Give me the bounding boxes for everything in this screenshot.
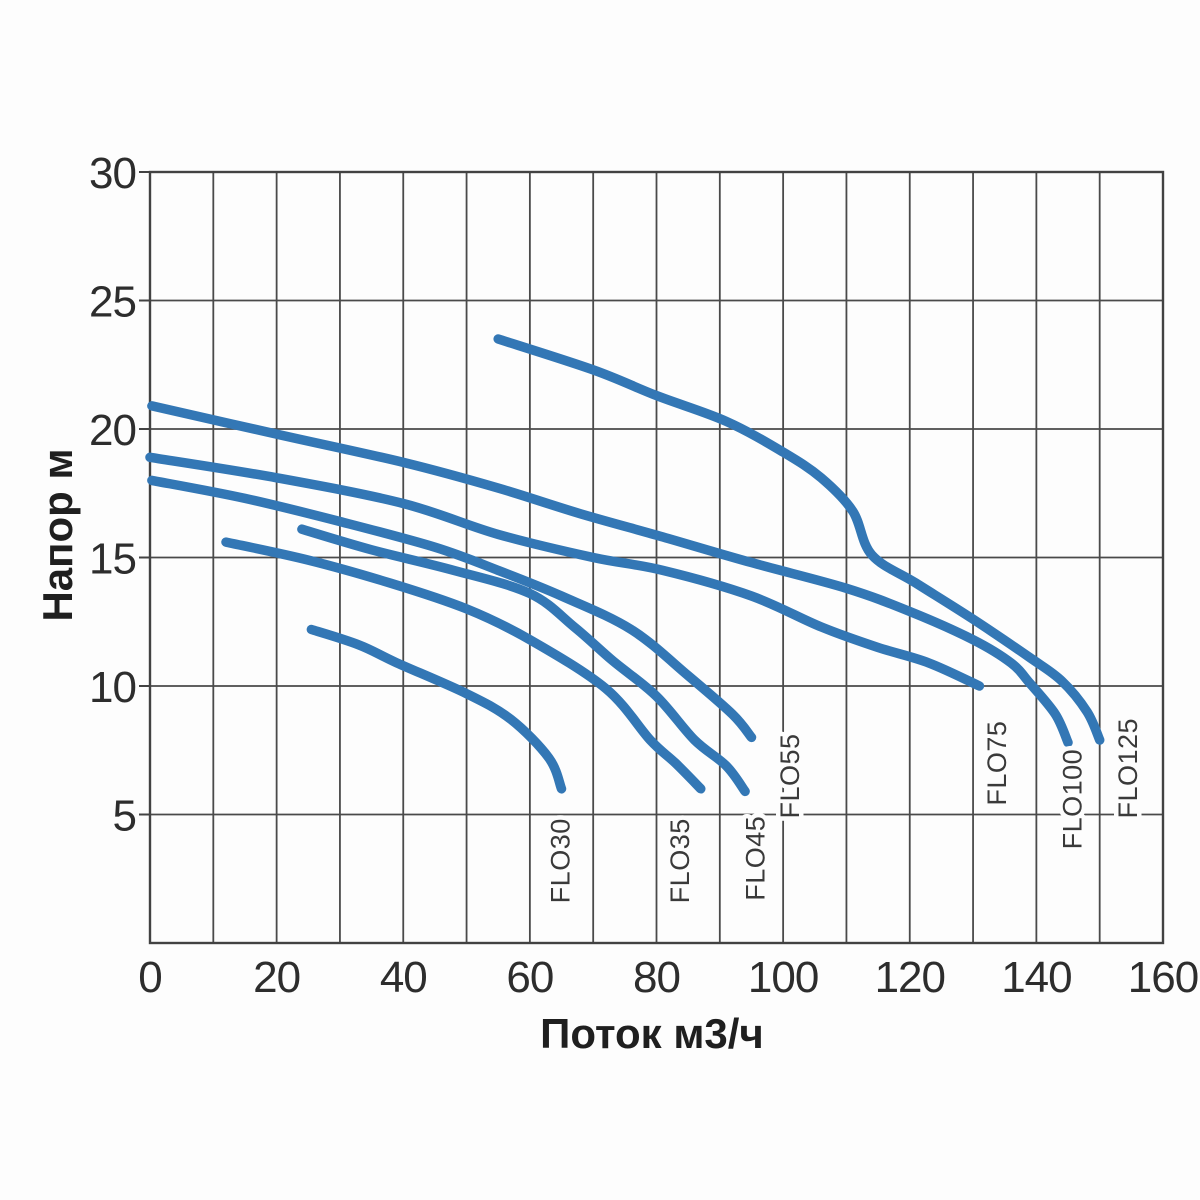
x-tick-label-60: 60 — [506, 953, 553, 1002]
y-tick-label-20: 20 — [89, 406, 136, 455]
x-tick-label-40: 40 — [380, 953, 427, 1002]
x-tick-label-140: 140 — [1001, 953, 1071, 1002]
y-tick-label-30: 30 — [89, 149, 136, 198]
x-tick-label-0: 0 — [138, 953, 161, 1002]
y-tick-label-25: 25 — [89, 278, 136, 327]
x-tick-label-120: 120 — [875, 953, 945, 1002]
curve-label-flo75: FLO75 — [982, 721, 1012, 806]
tick-marks — [139, 171, 150, 816]
x-tick-label-80: 80 — [633, 953, 680, 1002]
curve-flo45 — [297, 524, 750, 797]
x-tick-label-160: 160 — [1128, 953, 1198, 1002]
curve-label-flo30: FLO30 — [545, 818, 575, 903]
x-tick-label-100: 100 — [748, 953, 818, 1002]
curve-label-flo125: FLO125 — [1113, 718, 1143, 819]
curve-label-flo45: FLO45 — [740, 816, 770, 901]
curve-flo100 — [147, 401, 1073, 748]
curves — [145, 334, 1105, 797]
grid — [150, 172, 1163, 943]
y-tick-label-10: 10 — [89, 663, 136, 712]
x-axis-tick-labels: 0 20 40 60 80 100 120 140 160 — [138, 953, 1199, 1002]
x-axis-title: Поток м3/ч — [540, 1010, 764, 1057]
curve-flo55 — [147, 475, 757, 743]
x-tick-label-20: 20 — [253, 953, 300, 1002]
curve-flo35 — [221, 537, 706, 794]
curve-flo30 — [306, 624, 567, 794]
curve-flo125 — [493, 334, 1105, 745]
y-axis-tick-labels: 30 25 20 15 10 5 — [89, 149, 137, 841]
curve-label-flo55: FLO55 — [775, 733, 805, 818]
curve-label-flo100: FLO100 — [1058, 749, 1088, 850]
y-tick-label-5: 5 — [113, 792, 136, 841]
curve-label-flo35: FLO35 — [665, 818, 695, 903]
y-tick-label-15: 15 — [89, 535, 136, 584]
curve-flo75 — [145, 452, 985, 691]
y-axis-title: Напор м — [34, 448, 81, 621]
